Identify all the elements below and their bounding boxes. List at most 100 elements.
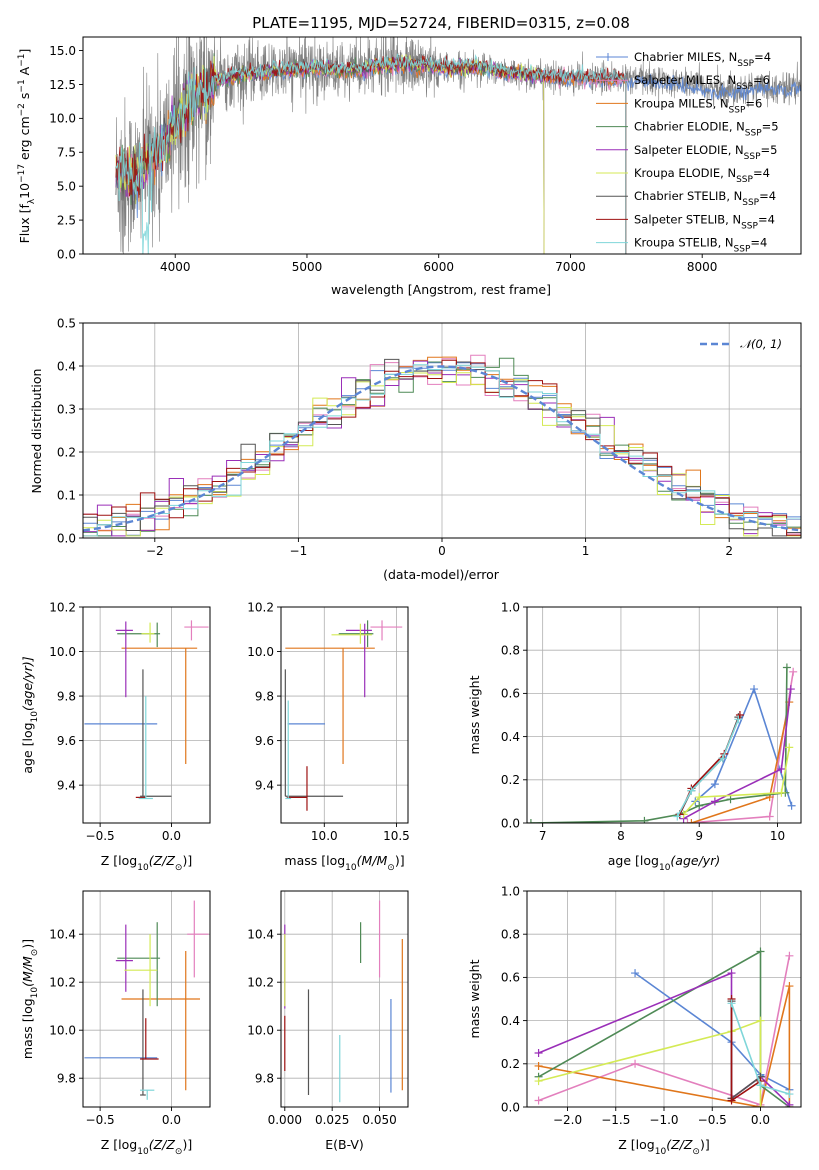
y-tick-label: 9.6 [57, 734, 76, 748]
weight-marker-kroupa_miles [785, 982, 794, 991]
x-tick-label: 0.0 [751, 1113, 770, 1127]
errorbars [284, 900, 403, 1103]
weight-marker-kroupa_elodie [534, 1077, 543, 1086]
y-tick-label: 0.2 [57, 445, 76, 459]
y-tick-label: 10.4 [247, 928, 274, 942]
weight-marker-salpeter_miles [683, 819, 692, 823]
y-axis-label: Flux [fλ10−17 erg cm−2 s−1 A−1] [17, 49, 37, 244]
weight-marker-salpeter_elodie [786, 685, 795, 694]
y-tick-label: 0.3 [57, 402, 76, 416]
label-part: (age/yr) [670, 853, 720, 868]
x-tick-label: 9 [695, 829, 703, 843]
y-tick-label: 10.2 [247, 976, 274, 990]
label-part: λ [27, 198, 37, 204]
weight-marker-chabrier_miles [631, 969, 640, 978]
weight-marker-salpeter_elodie [777, 765, 786, 773]
y-tick-label: 10.0 [247, 1024, 274, 1038]
label-part: SSP [729, 105, 746, 115]
mass-vs-metallicity-panel: −0.5 0.09.810.010.210.4Z [log10(Z/Z⊙)]mas… [20, 890, 211, 1157]
axes-frame [82, 890, 211, 1108]
legend-label-salpeter_elodie: Salpeter ELODIE, NSSP=5 [634, 143, 777, 162]
weight-marker-chabrier_elodie [527, 819, 535, 823]
weight-marker-salpeter_miles [631, 1059, 640, 1068]
label-part: Salpeter ELODIE, N [634, 143, 744, 157]
y-tick-label: 10.4 [49, 928, 76, 942]
y-tick-label: 7.5 [57, 146, 76, 160]
x-tick-label: 8 [617, 829, 625, 843]
label-part: Kroupa STELIB, N [634, 236, 734, 250]
y-tick-label: 0.8 [501, 928, 520, 942]
y-tick-label: 0.6 [501, 971, 520, 985]
weight-line-salpeter_miles [538, 955, 791, 1106]
label-part: 10 [30, 987, 40, 999]
label-part: =4 [758, 212, 775, 226]
age-vs-mass-panel: 10.0 10.5 9.4 9.6 9.8 10.0 10.2 mass [log10(M/M… [247, 600, 410, 873]
x-tick-label: −1 [290, 544, 308, 558]
x-tick-label: 0 [438, 544, 446, 558]
label-part: Salpeter MILES, N [634, 73, 736, 87]
label-part: (Z/Z [666, 1137, 693, 1152]
x-tick-label: 2 [725, 544, 733, 558]
y-tick-label: 10.0 [49, 1024, 76, 1038]
x-tick-label: 1 [582, 544, 590, 558]
legend-label-kroupa_elodie: Kroupa ELODIE, NSSP=4 [634, 166, 770, 185]
axes-frame [526, 606, 802, 824]
legend-label-gauss: 𝒩(0, 1) [740, 337, 782, 351]
axes-frame [280, 606, 409, 824]
y-tick-label: 10.2 [49, 976, 76, 990]
weight-lines [534, 947, 794, 1107]
x-tick-label: 5000 [292, 260, 323, 274]
label-part: =4 [750, 236, 767, 250]
label-part: 10 [137, 863, 149, 873]
weight-marker-kroupa_elodie [785, 743, 794, 752]
histogram-kroupa_stelib [83, 364, 801, 537]
label-part: SSP [734, 245, 751, 255]
label-part: E(B-V) [325, 1137, 364, 1152]
weight-marker-kroupa_miles [687, 819, 696, 823]
label-part: =4 [753, 166, 770, 180]
weight-marker-kroupa_miles [534, 1061, 543, 1070]
label-part: SSP [741, 221, 758, 231]
x-axis-label: Z [log10(Z/Z⊙)] [618, 1137, 709, 1157]
label-part: 10 [345, 863, 357, 873]
y-tick-label: 0.0 [57, 247, 76, 261]
y-tick-label: 1.0 [501, 884, 520, 898]
label-part: Z [log [101, 1137, 137, 1152]
weight-marker-salpeter_elodie [785, 1100, 794, 1107]
hist-lines [83, 354, 801, 537]
x-tick-label: 10.0 [311, 829, 338, 843]
weight-line-kroupa_stelib [676, 719, 740, 817]
y-axis-label: mass [log10(M/M⊙)] [20, 939, 40, 1059]
y-tick-label: 10.0 [247, 645, 274, 659]
label-part: )] [700, 1137, 710, 1152]
x-tick-label: 0.000 [268, 1113, 302, 1127]
weight-marker-kroupa_elodie [756, 1016, 765, 1025]
residual-panel: −2 −1 0 1 2 0.0 0.1 0.2 0.3 0.4 0.5 (data-model)/er… [29, 316, 802, 582]
y-tick-label: 0.1 [57, 488, 76, 502]
label-part: (age/yr)] [20, 656, 35, 711]
weight-marker-kroupa_stelib [734, 715, 743, 724]
y-axis-label: age [log10(age/yr)] [20, 656, 40, 773]
x-tick-label: 10.5 [383, 829, 410, 843]
weight-line-chabrier_miles [694, 686, 793, 806]
y-tick-label: 9.8 [57, 1072, 76, 1086]
y-axis-label: mass weight [467, 959, 482, 1038]
label-part: erg cm [17, 116, 32, 164]
x-tick-label: −1.0 [649, 1113, 678, 1127]
label-part: SSP [736, 175, 753, 185]
weight-marker-salpeter_elodie [710, 797, 719, 806]
y-tick-label: 10.0 [49, 645, 76, 659]
label-part: SSP [745, 129, 762, 139]
x-tick-label: 0.0 [162, 1113, 181, 1127]
y-tick-label: 0.2 [501, 1057, 520, 1071]
y-axis-label: Normed distribution [29, 369, 44, 494]
y-tick-label: 9.8 [255, 1072, 274, 1086]
weight-marker-salpeter_elodie [534, 1049, 543, 1057]
legend-label-salpeter_stelib: Salpeter STELIB, NSSP=4 [634, 212, 775, 231]
y-tick-label: 0.2 [501, 773, 520, 787]
label-part: SSP [744, 152, 761, 162]
x-tick-label: 0.050 [362, 1113, 396, 1127]
label-part: mass [log [284, 853, 345, 868]
y-tick-label: 9.8 [255, 689, 274, 703]
